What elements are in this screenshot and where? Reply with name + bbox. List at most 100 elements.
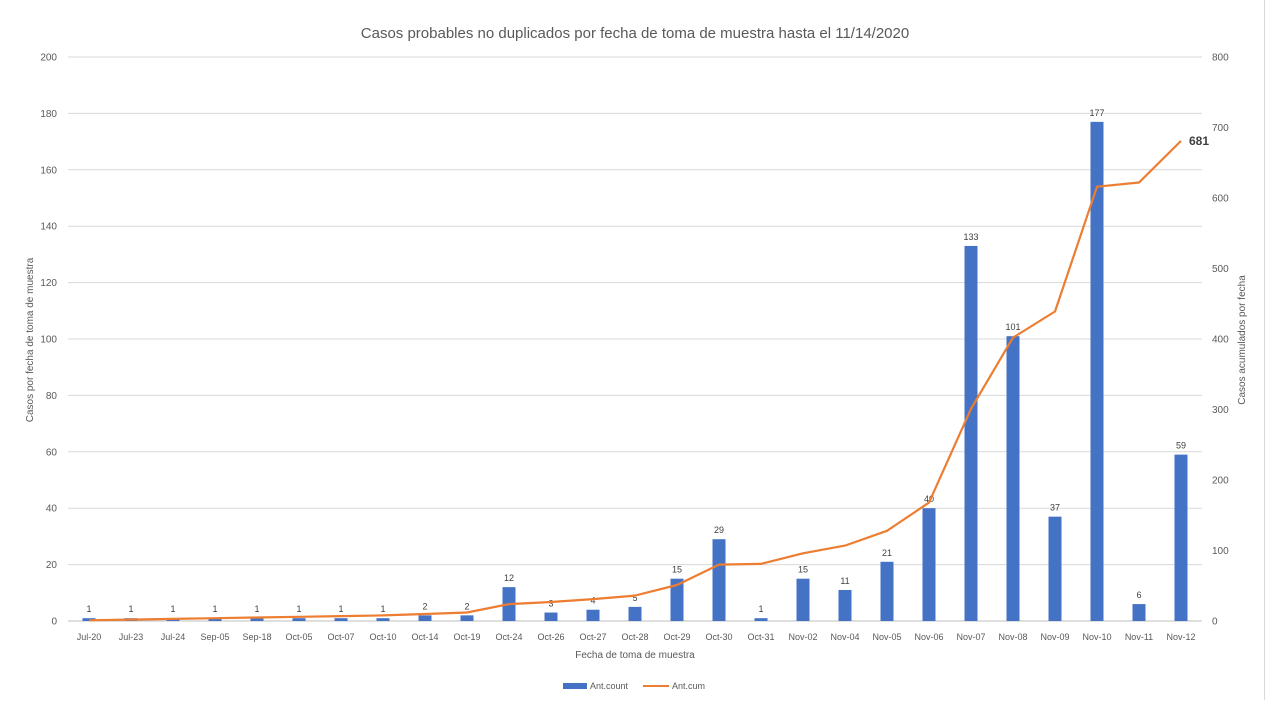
bar (292, 618, 306, 621)
bar-data-label: 1 (380, 604, 385, 614)
bar-data-label: 1 (254, 604, 259, 614)
chart-title: Casos probables no duplicados por fecha … (361, 25, 909, 42)
x-tick-label: Oct-07 (327, 632, 354, 642)
left-tick-label: 80 (46, 391, 58, 402)
x-tick-label: Nov-06 (914, 632, 943, 642)
left-tick-label: 120 (40, 278, 57, 289)
x-tick-label: Oct-05 (285, 632, 312, 642)
bar (1174, 454, 1188, 621)
left-tick-label: 180 (40, 109, 57, 120)
bar (838, 589, 852, 621)
bar (586, 609, 600, 621)
right-tick-label: 400 (1212, 335, 1229, 346)
x-tick-label: Oct-14 (411, 632, 438, 642)
bar (670, 578, 684, 621)
bar (544, 612, 558, 621)
left-tick-label: 20 (46, 560, 58, 571)
bar-data-label: 101 (1005, 322, 1020, 332)
x-tick-label: Jul-24 (161, 632, 186, 642)
frame-border (1264, 0, 1265, 700)
x-tick-label: Nov-05 (872, 632, 901, 642)
bar-data-label: 1 (758, 604, 763, 614)
bar (796, 578, 810, 621)
x-tick-label: Nov-11 (1125, 632, 1153, 642)
bar (1006, 336, 1020, 621)
bar-data-label: 1 (212, 604, 217, 614)
x-tick-label: Sep-05 (200, 632, 229, 642)
x-tick-label: Oct-27 (579, 632, 606, 642)
bar-data-label: 133 (963, 232, 978, 242)
bar-data-label: 2 (464, 601, 469, 611)
x-tick-label: Oct-31 (747, 632, 774, 642)
bar-data-label: 4 (590, 596, 595, 606)
bar-data-label: 21 (882, 548, 892, 558)
x-tick-label: Oct-24 (495, 632, 522, 642)
bar-data-label: 11 (840, 576, 849, 586)
bar-data-label: 12 (504, 573, 514, 583)
bar-data-label: 2 (422, 601, 427, 611)
bar (208, 618, 222, 621)
bar (460, 615, 474, 621)
x-tick-label: Oct-28 (621, 632, 648, 642)
x-tick-label: Jul-23 (119, 632, 144, 642)
bar-data-label: 1 (296, 604, 301, 614)
left-tick-label: 100 (40, 335, 57, 346)
x-tick-label: Nov-12 (1166, 632, 1195, 642)
bar (922, 508, 936, 621)
bar-data-label: 3 (548, 599, 553, 609)
bar-data-label: 1 (128, 604, 133, 614)
legend-label-bar: Ant.count (590, 681, 629, 691)
right-tick-label: 300 (1212, 405, 1229, 416)
left-tick-label: 200 (40, 53, 57, 64)
bar (376, 618, 390, 621)
right-tick-label: 500 (1212, 264, 1229, 275)
x-tick-label: Nov-10 (1082, 632, 1111, 642)
right-tick-label: 0 (1212, 617, 1218, 628)
bar-data-label: 1 (86, 604, 91, 614)
legend-label-line: Ant.cum (672, 681, 705, 691)
left-tick-label: 140 (40, 222, 57, 233)
bar (880, 561, 894, 621)
bar (628, 606, 642, 621)
left-axis: 0 20 40 60 80 100 120 140 160 180 200 (40, 53, 57, 628)
bar (754, 618, 768, 621)
bar-data-label: 15 (798, 565, 808, 575)
left-tick-label: 60 (46, 447, 58, 458)
x-axis: Jul-20 Jul-23 Jul-24 Sep-05 Sep-18 Oct-05 Oct-… (77, 632, 1196, 642)
x-axis-title: Fecha de toma de muestra (575, 650, 695, 661)
x-tick-label: Nov-02 (788, 632, 817, 642)
x-tick-label: Oct-10 (369, 632, 396, 642)
bar-data-label: 37 (1050, 503, 1060, 513)
legend: Ant.count Ant.cum (563, 681, 705, 691)
x-tick-label: Oct-30 (705, 632, 732, 642)
bar-data-label: 29 (714, 525, 724, 535)
right-tick-label: 200 (1212, 476, 1229, 487)
bar (250, 618, 264, 621)
bar-data-label: 177 (1089, 108, 1104, 118)
right-tick-label: 700 (1212, 123, 1229, 134)
bar-data-label: 5 (632, 593, 637, 603)
x-tick-label: Nov-07 (956, 632, 985, 642)
left-axis-title: Casos por fecha de toma de muestra (25, 257, 36, 422)
right-tick-label: 100 (1212, 546, 1229, 557)
bar (712, 539, 726, 621)
bar-data-label: 40 (924, 494, 934, 504)
right-tick-label: 600 (1212, 194, 1229, 205)
right-tick-label: 800 (1212, 53, 1229, 64)
bar-data-label: 15 (672, 565, 682, 575)
bar (964, 245, 978, 621)
right-axis: 0 100 200 300 400 500 600 700 800 (1212, 53, 1229, 628)
line-end-label: 681 (1189, 134, 1209, 148)
x-tick-label: Oct-26 (537, 632, 564, 642)
bar-data-label: 6 (1136, 590, 1141, 600)
gridlines (68, 56, 1202, 622)
bar (1090, 121, 1104, 622)
left-tick-label: 0 (51, 617, 57, 628)
bar-data-label: 59 (1176, 441, 1186, 451)
x-tick-label: Sep-18 (242, 632, 271, 642)
bar-series (82, 121, 1188, 622)
x-tick-label: Nov-09 (1040, 632, 1069, 642)
bar (418, 615, 432, 621)
